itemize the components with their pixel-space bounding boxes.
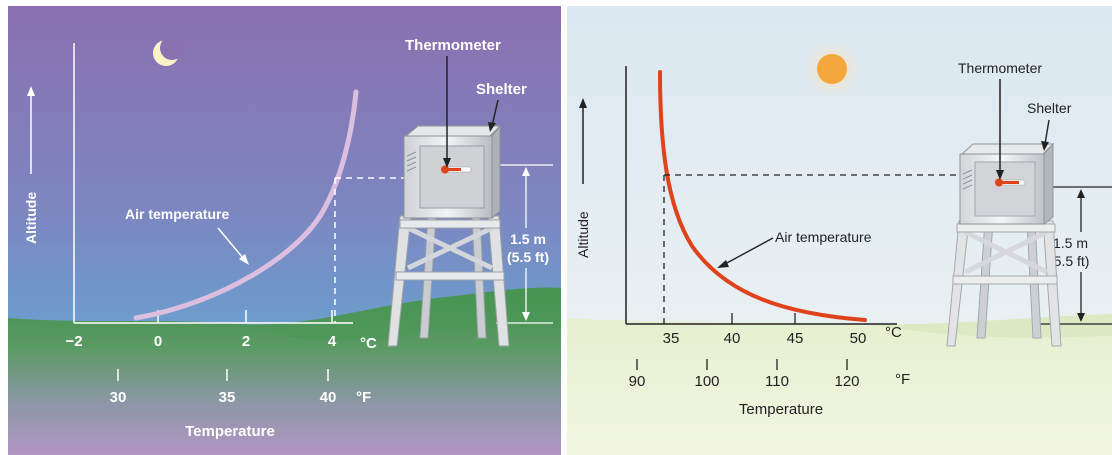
curve-pointer-arrow [217,227,249,265]
shelter-label: Shelter [476,81,527,98]
y-axis-label: Altitude [23,192,39,244]
down-arrow-icon [522,312,530,321]
celsius-tick: 35 [663,330,680,347]
celsius-unit: °C [360,335,377,352]
fahrenheit-unit: °F [895,371,910,388]
fahrenheit-ticks: 30 35 40 °F [110,369,371,406]
height-meters: 1.5 m [1053,235,1088,251]
height-feet: (5.5 ft) [507,249,549,265]
curve-label: Air temperature [775,229,872,245]
celsius-tick: 45 [787,330,804,347]
fahrenheit-tick: 100 [694,373,719,390]
altitude-axis-label: Altitude [23,86,39,244]
day-diagram: Altitude 35 40 45 50 °C 90 100 110 120 °… [567,6,1112,455]
fahrenheit-tick: 90 [629,373,646,390]
celsius-unit: °C [885,324,902,341]
height-feet: (5.5 ft) [1049,253,1089,269]
curve-label: Air temperature [125,206,229,222]
fahrenheit-tick: 35 [219,389,236,406]
air-temperature-curve [133,89,359,321]
x-axis-label: Temperature [739,401,823,418]
moon-icon [153,36,184,66]
fahrenheit-unit: °F [356,389,371,406]
thermometer-label: Thermometer [405,37,501,54]
down-arrow-icon [488,122,496,132]
ground [567,314,1112,455]
down-arrow-icon [996,170,1004,180]
air-temperature-curve [658,70,867,322]
fahrenheit-tick: 120 [834,373,859,390]
shelter-pointer [491,99,499,127]
curve-pointer-arrow [717,237,774,268]
instrument-shelter-icon [387,124,510,347]
fahrenheit-tick: 30 [110,389,127,406]
thermometer-label: Thermometer [958,60,1042,76]
celsius-ticks: 35 40 45 50 °C [663,313,902,347]
celsius-tick: 2 [242,333,250,350]
up-arrow-icon [1077,189,1085,198]
height-meters: 1.5 m [510,231,546,247]
celsius-tick: 40 [724,330,741,347]
y-axis-label: Altitude [575,211,591,258]
up-arrow-icon [579,98,587,108]
celsius-ticks: −2 0 2 4 °C [65,310,377,352]
down-arrow-icon [443,158,451,168]
fahrenheit-tick: 110 [765,373,789,390]
celsius-tick: 0 [154,333,162,350]
night-diagram: Altitude −2 0 2 4 °C 30 35 40 °F Tempera… [8,6,561,455]
shelter-label: Shelter [1027,100,1072,116]
altitude-axis-label: Altitude [575,98,591,258]
x-axis-label: Temperature [185,423,275,440]
up-arrow-icon [522,167,530,176]
instrument-shelter-icon [946,142,1062,347]
celsius-tick: −2 [65,333,82,350]
fahrenheit-ticks: 90 100 110 120 °F [629,359,910,390]
celsius-tick: 4 [328,333,337,350]
down-arrow-icon [1077,313,1085,322]
sun-icon [802,39,862,99]
night-inversion-panel: Altitude −2 0 2 4 °C 30 35 40 °F Tempera… [8,6,561,455]
up-arrow-icon [27,86,35,96]
celsius-tick: 50 [850,330,867,347]
down-arrow-icon [1041,141,1049,151]
fahrenheit-tick: 40 [320,389,337,406]
shelter-pointer [1044,119,1050,145]
day-lapse-panel: Altitude 35 40 45 50 °C 90 100 110 120 °… [567,6,1112,455]
